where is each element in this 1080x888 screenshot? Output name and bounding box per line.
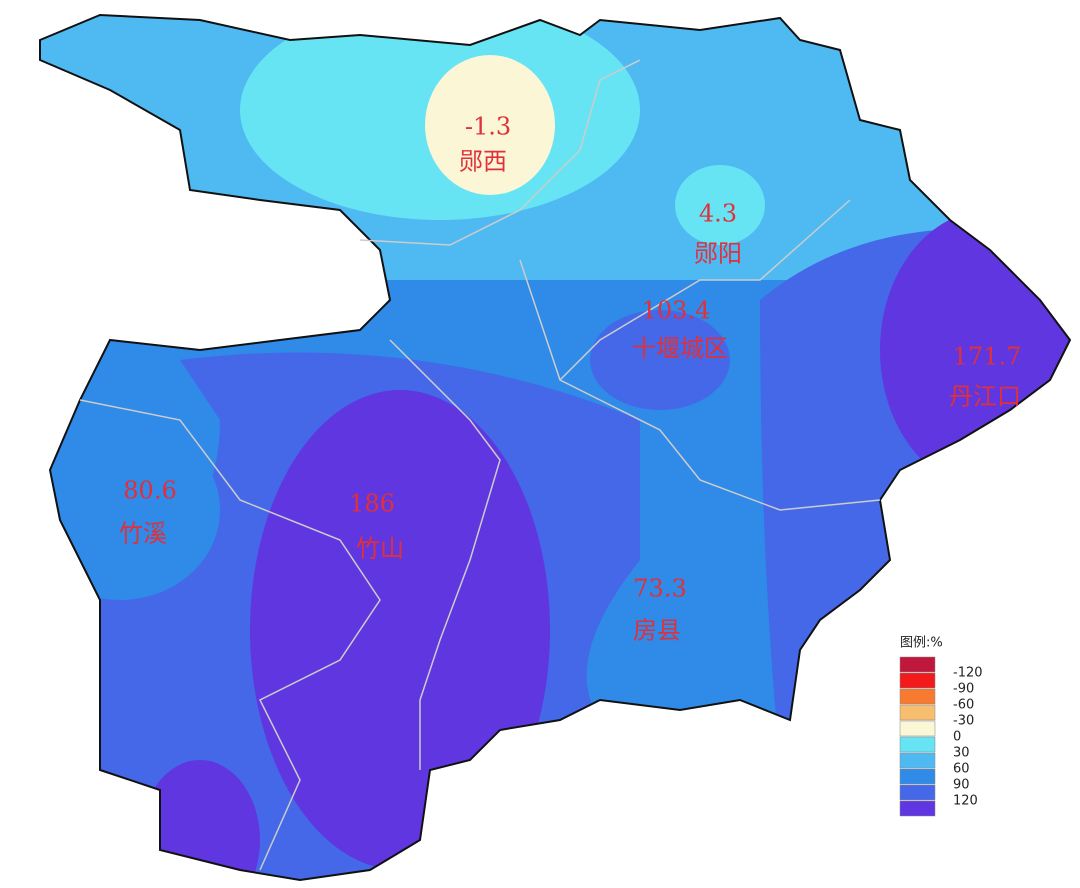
legend-label: 60 <box>953 762 970 777</box>
legend-label: -30 <box>953 714 974 729</box>
legend-label: -90 <box>953 682 974 697</box>
legend-swatch <box>899 704 936 721</box>
map-outline <box>39 13 1072 882</box>
region-name: 丹江口 <box>949 383 1021 411</box>
legend-swatch <box>899 720 936 737</box>
region-value: 186 <box>349 490 395 518</box>
region-name: 竹山 <box>356 535 404 563</box>
legend-label: 0 <box>953 730 961 745</box>
region-name: 房县 <box>633 617 681 645</box>
legend-swatch <box>899 688 936 705</box>
legend-label: -60 <box>953 698 974 713</box>
legend-swatch <box>899 800 936 817</box>
region-value: 103.4 <box>642 297 711 325</box>
legend-swatch <box>899 784 936 801</box>
region-value: 4.3 <box>699 200 737 228</box>
region-name: 竹溪 <box>119 520 167 548</box>
region-value: 80.6 <box>123 477 176 505</box>
legend-swatch <box>899 752 936 769</box>
legend-swatch <box>899 736 936 753</box>
region-value: 73.3 <box>633 575 686 603</box>
legend-swatch <box>899 656 936 673</box>
legend-title: 图例:% <box>900 636 943 651</box>
region-name: 郧阳 <box>694 240 742 268</box>
legend-swatch <box>899 672 936 689</box>
region-name: 十堰城区 <box>632 335 728 363</box>
legend-label: 90 <box>953 778 970 793</box>
legend-label: 120 <box>953 794 978 809</box>
legend-label: -120 <box>953 666 983 681</box>
boundaries <box>79 59 881 871</box>
legend-label: 30 <box>953 746 970 761</box>
region-name: 郧西 <box>459 148 507 176</box>
region-labels: -1.3 郧西 4.3 郧阳 103.4 十堰城区 171.7 丹江口 80.6 竹溪 186 竹山 7… <box>119 113 1021 645</box>
region-value: 171.7 <box>953 343 1022 371</box>
region-value: -1.3 <box>465 113 511 141</box>
legend-swatch <box>899 768 936 785</box>
